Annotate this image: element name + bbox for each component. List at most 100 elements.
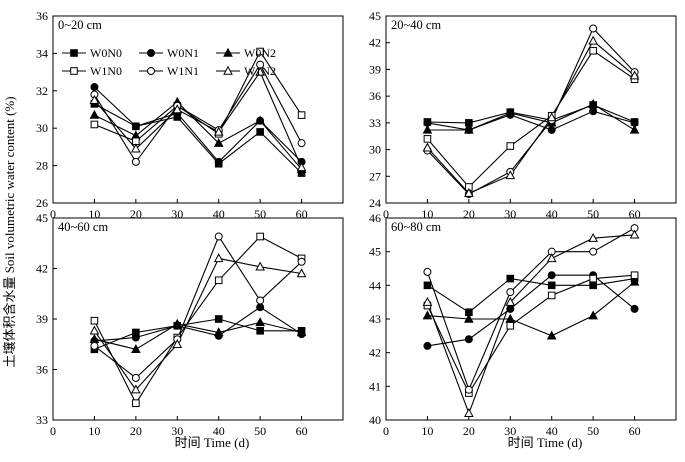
panel-2-series-w1n0-point-30 (506, 142, 515, 150)
panel-3-y-tick-label-39: 39 (36, 312, 48, 326)
panel-3-series-w1n0-line (93, 235, 302, 405)
panel-4-series-w0n0-point-40 (547, 281, 556, 290)
panel-3-series-w1n2-point-40 (213, 253, 224, 263)
panel-3-series-w0n2-point-30 (172, 318, 183, 328)
panel-4-series-w0n1-point-40 (547, 271, 556, 280)
panel-3-series-w1n1-point-60 (297, 257, 306, 266)
panel-2-series-w1n2-point-20 (464, 187, 474, 197)
panel-2-frame (385, 15, 677, 204)
panel-1-y-tick-label-32: 32 (36, 84, 48, 98)
panel-4-series-w0n2-point-60 (629, 276, 640, 286)
panel-2-series-w0n1-point-40 (547, 125, 556, 134)
panel-1-series-w1n1-point-60 (297, 139, 306, 148)
panel-1-legend-w1n0-label: W1N0 (90, 64, 122, 78)
panel-4-series-w1n2-point-40 (546, 253, 557, 263)
panel-1-depth-label: 0~20 cm (58, 18, 102, 32)
panel-2-x-tick-label-0: 0 (383, 207, 389, 221)
panel-2-series-w1n2-point-50 (588, 35, 598, 45)
panel-2-x-tick-label-20: 20 (463, 207, 475, 221)
panel-1-legend-w1n0-marker (70, 67, 78, 75)
panel-3-series-w0n0-point-50 (256, 326, 264, 335)
panel-1-series-w1n0-line (94, 50, 303, 142)
panel-3-series-w1n0-point-20 (132, 399, 140, 407)
panel-1-series-w1n2-point-10 (89, 94, 100, 104)
panel-2-y-tick-label-27: 27 (369, 169, 381, 183)
panel-3-series-w1n0-point-40 (214, 276, 223, 285)
panel-1-series-w0n2-point-10 (89, 109, 100, 119)
panel-4-series-w0n1-point-10 (423, 341, 432, 350)
panel-3-y-tick-label-33: 33 (36, 413, 48, 427)
panel-1-legend-w0n2-marker (223, 47, 233, 57)
panel-4-series-w1n2-point-60 (629, 229, 640, 239)
panel-4-series-w1n2-line (426, 234, 635, 415)
panel-4-series-w1n1-point-30 (506, 288, 515, 297)
panel-4-series-w1n2-point-50 (588, 232, 598, 242)
panel-2-y-tick-label-36: 36 (369, 89, 381, 103)
panel-1-x-tick-label-30: 30 (171, 207, 183, 221)
panel-1-x-tick-label-20: 20 (130, 207, 142, 221)
panel-3-series-w1n1-point-20 (131, 373, 140, 382)
panel-2-series-w1n0-point-10 (423, 135, 432, 143)
panel-1-x-tick-label-40: 40 (213, 207, 225, 221)
panel-4-y-tick-label-46: 46 (369, 211, 381, 225)
panel-3-series-w1n1-line (94, 235, 302, 379)
panel-1-legend-w1n2-label: W1N2 (244, 64, 276, 78)
panel-1-x-tick-label-50: 50 (254, 207, 266, 221)
panel-1-series-w1n1-line (93, 63, 303, 163)
panel-3-series-w0n1-point-20 (131, 333, 140, 342)
panel-4-series-w0n2-point-50 (588, 310, 598, 320)
panel-1-legend-w0n0-marker (70, 49, 78, 57)
panel-1-series-w0n2-point-40 (213, 137, 224, 147)
panel-1-series-w1n2-line (93, 70, 303, 168)
panel-1-legend-w1n1-marker (147, 67, 155, 75)
panel-1-series-w0n1-point-40 (214, 157, 223, 166)
panel-4-series-w1n1-point-20 (464, 385, 473, 394)
panel-2-x-tick-label-50: 50 (587, 207, 599, 221)
panel-1-series-w0n2-point-50 (255, 115, 265, 125)
panel-1-legend-w0n1-marker (147, 49, 155, 57)
panel-1-series-w0n1-point-10 (90, 83, 99, 92)
panel-4-series-w0n0-line (427, 278, 635, 313)
x-axis-title-right: 时间 Time (d) (508, 435, 583, 450)
panel-1-series-w1n2-point-50 (255, 66, 265, 76)
panel-1-frame (52, 15, 344, 204)
panel-4-series-w1n0-line (426, 274, 635, 395)
panel-1-x-tick-label-0: 0 (50, 207, 56, 221)
panel-2-series-w1n2-point-30 (505, 170, 516, 180)
panel-4-series-w0n1-point-60 (630, 304, 639, 313)
panel-2-series-w0n2-point-20 (464, 124, 474, 134)
panel-1-series-w1n0-point-60 (297, 111, 306, 119)
panel-1-series-w0n0-line (94, 103, 302, 174)
panel-2-y-tick-label-42: 42 (369, 36, 381, 50)
panel-3-x-tick-label-10: 10 (88, 424, 100, 438)
panel-4-series-w1n0-point-40 (547, 291, 556, 300)
panel-3-series-w0n2-point-60 (296, 327, 307, 337)
panel-2-series-w1n1-point-50 (589, 24, 598, 33)
panel-4-series-w0n0-point-50 (589, 281, 597, 290)
panel-2-y-tick-label-39: 39 (369, 62, 381, 76)
panel-4-y-tick-label-41: 41 (369, 379, 381, 393)
x-axis-title-left: 时间 Time (d) (175, 435, 250, 450)
panel-4-x-tick-label-40: 40 (546, 424, 558, 438)
panel-1-series-w1n2-point-40 (213, 126, 224, 136)
panel-4-series-w1n1-line (426, 227, 635, 392)
panel-4-series-w0n2-point-20 (464, 313, 474, 323)
panel-1-y-tick-label-34: 34 (36, 46, 48, 60)
panel-3-x-tick-label-30: 30 (171, 424, 183, 438)
panel-3-series-w0n0-point-40 (214, 315, 223, 323)
panel-2-series-w1n2-point-10 (422, 142, 433, 152)
panel-4-series-w1n1-point-50 (589, 247, 598, 256)
panel-4-series-w0n2-point-40 (546, 330, 557, 340)
panel-2-series-w0n1-line (427, 110, 635, 131)
panel-1-series-w1n0-point-10 (90, 120, 99, 129)
panel-3-series-w0n2-point-40 (213, 327, 224, 337)
panel-2-series-w1n2-point-40 (546, 112, 557, 122)
panel-4-series-w1n2-point-10 (422, 296, 433, 306)
panel-3-y-tick-label-36: 36 (36, 363, 48, 377)
panel-1-legend-w1n1-label: W1N1 (167, 64, 199, 78)
panel-3-depth-label: 40~60 cm (58, 220, 108, 234)
panel-3-series-w1n2-point-50 (255, 261, 265, 271)
panel-3-series-w0n2-point-50 (255, 317, 265, 327)
y-axis-title: 土壤体积含水量 Soil volumetric water content (%… (2, 96, 17, 367)
panel-4-series-w1n1-point-10 (423, 267, 432, 276)
